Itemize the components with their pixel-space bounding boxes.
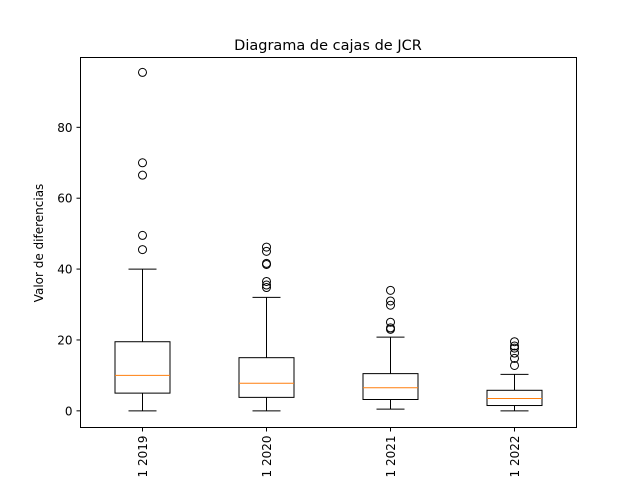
- box: [486, 389, 543, 407]
- outlier-point: [510, 348, 519, 358]
- x-tick-label: 1 2020: [260, 436, 274, 478]
- y-tick-label: 40: [57, 263, 72, 277]
- outlier-point: [262, 242, 271, 252]
- outlier-point: [262, 258, 271, 268]
- plot-area: [114, 67, 543, 412]
- outlier-point: [510, 353, 519, 363]
- outlier-point: [510, 337, 519, 347]
- x-tick-label: 1 2021: [384, 436, 398, 478]
- outlier-point: [138, 67, 147, 77]
- outlier-point: [386, 296, 395, 306]
- y-tick-label: 0: [65, 404, 73, 418]
- x-tick-label: 1 2019: [136, 436, 150, 478]
- y-axis-label: Valor de diferencias: [32, 184, 46, 303]
- outlier-point: [138, 170, 147, 180]
- axes-frame: [80, 57, 577, 428]
- outlier-point: [138, 245, 147, 255]
- outlier-point: [262, 283, 271, 293]
- outlier-point: [510, 343, 519, 353]
- outlier-point: [262, 276, 271, 286]
- outlier-point: [510, 360, 519, 370]
- outlier-point: [138, 158, 147, 168]
- y-tick-label: 60: [57, 192, 72, 206]
- y-tick-label: 20: [57, 333, 72, 347]
- box: [238, 357, 295, 398]
- outlier-point: [262, 246, 271, 256]
- outlier-point: [138, 230, 147, 240]
- box: [362, 373, 419, 401]
- outlier-point: [386, 285, 395, 295]
- chart-title: Diagrama de cajas de JCR: [234, 38, 422, 54]
- outlier-point: [386, 300, 395, 310]
- y-tick-label: 80: [57, 121, 72, 135]
- outlier-point: [262, 280, 271, 290]
- outlier-point: [386, 323, 395, 333]
- outlier-point: [510, 341, 519, 351]
- outlier-point: [386, 317, 395, 327]
- x-tick-label: 1 2022: [508, 436, 522, 478]
- box: [114, 341, 171, 394]
